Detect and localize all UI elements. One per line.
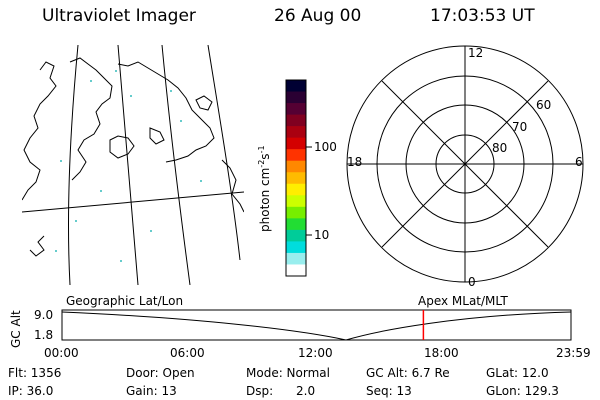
coastline xyxy=(117,61,215,163)
mlt-label-12: 12 xyxy=(468,46,484,60)
time-label: 17:03:53 UT xyxy=(430,6,535,26)
colorbar-swatch xyxy=(286,103,306,116)
mlt-label-6: 6 xyxy=(575,155,583,169)
map-gridline xyxy=(207,45,241,261)
timeline-x-tick: 06:00 xyxy=(170,346,205,360)
colorbar-swatch xyxy=(286,241,306,254)
geographic-caption: Geographic Lat/Lon xyxy=(66,294,184,308)
map-gridline xyxy=(67,45,79,285)
timeline-y-axis-label: GC Alt xyxy=(9,310,23,348)
mlat-label-60: 60 xyxy=(536,98,552,112)
coastline xyxy=(29,235,45,257)
seq-readout: Seq: 13 xyxy=(366,384,412,398)
colorbar-swatch xyxy=(286,126,306,139)
mlt-label-0: 0 xyxy=(468,275,476,289)
dsp-value: 2.0 xyxy=(296,384,316,398)
flight-readout: Flt: 1356 xyxy=(8,366,62,380)
apex-caption: Apex MLat/MLT xyxy=(418,294,508,308)
door-readout: Door: Open xyxy=(126,366,195,380)
timeline-y-tick-low: 1.8 xyxy=(34,328,54,342)
polar-diagonal xyxy=(381,80,549,248)
colorbar-swatch xyxy=(286,218,306,231)
mlt-label-18: 18 xyxy=(347,155,363,169)
map-gridline xyxy=(22,191,244,213)
altitude-curve xyxy=(61,311,572,341)
colorbar-tick-label-10: 10 xyxy=(314,228,330,242)
mode-readout: Mode: Normal xyxy=(246,366,330,380)
colorbar xyxy=(285,79,312,277)
timeline-y-tick-high: 9.0 xyxy=(34,308,54,322)
gain-readout: Gain: 13 xyxy=(126,384,177,398)
colorbar-unit-label: photon cm-2s-1 xyxy=(257,145,272,232)
colorbar-swatch xyxy=(286,114,306,127)
timeline-x-tick: 23:59 xyxy=(556,346,591,360)
colorbar-swatch xyxy=(286,264,306,277)
map-gridline xyxy=(117,45,139,285)
app-title: Ultraviolet Imager xyxy=(42,6,196,26)
timeline-x-tick: 18:00 xyxy=(424,346,459,360)
mlat-label-80: 80 xyxy=(492,141,508,155)
coastline xyxy=(22,61,57,201)
gc-alt-readout: GC Alt: 6.7 Re xyxy=(366,366,450,380)
ip-readout: IP: 36.0 xyxy=(8,384,54,398)
map-gridline xyxy=(161,45,191,285)
colorbar-swatch xyxy=(286,91,306,104)
geographic-map xyxy=(22,45,244,285)
colorbar-swatch xyxy=(286,229,306,242)
timeline-x-tick: 00:00 xyxy=(44,346,79,360)
colorbar-swatch xyxy=(286,206,306,219)
coastline xyxy=(69,57,113,181)
date-label: 26 Aug 00 xyxy=(274,6,362,26)
colorbar-swatch xyxy=(286,172,306,185)
timeline-panel xyxy=(61,309,572,341)
coastline xyxy=(195,95,213,111)
colorbar-swatch xyxy=(286,80,306,93)
glon-readout: GLon: 129.3 xyxy=(486,384,559,398)
colorbar-tick-label-100: 100 xyxy=(314,140,337,154)
coastline xyxy=(221,159,244,213)
colorbar-swatch xyxy=(286,137,306,150)
colorbar-swatch xyxy=(286,183,306,196)
coastline xyxy=(149,127,165,145)
colorbar-swatch xyxy=(286,149,306,162)
colorbar-swatch xyxy=(286,252,306,265)
colorbar-swatch xyxy=(286,195,306,208)
timeline-x-tick: 12:00 xyxy=(298,346,333,360)
mlat-label-70: 70 xyxy=(512,120,528,134)
colorbar-swatch xyxy=(286,160,306,173)
emission-speckle xyxy=(55,70,202,262)
coastline xyxy=(109,135,135,159)
glat-readout: GLat: 12.0 xyxy=(486,366,549,380)
dsp-label: Dsp: xyxy=(246,384,274,398)
polar-plot xyxy=(346,45,584,283)
